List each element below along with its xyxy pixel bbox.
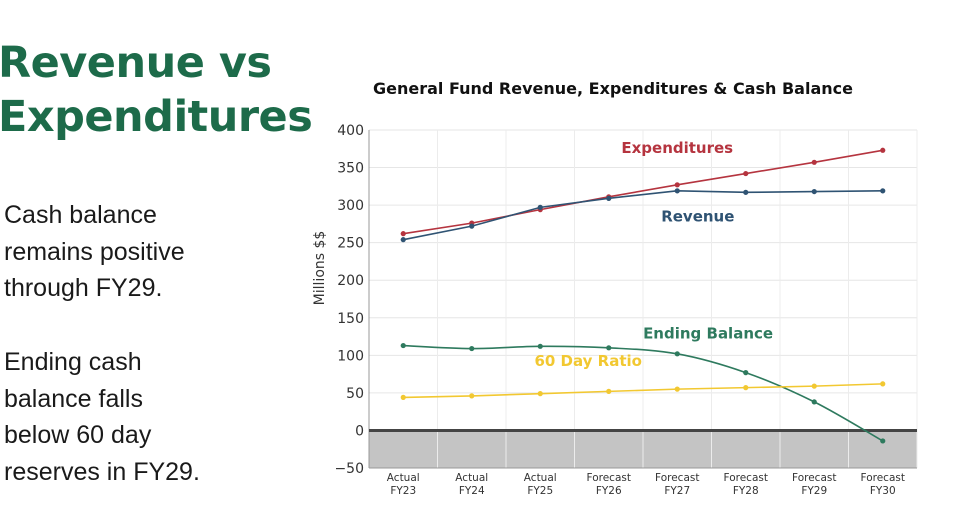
- data-point-ending-balance: [811, 399, 817, 405]
- data-point-ratio: [469, 393, 475, 399]
- y-tick-label: 200: [337, 273, 364, 289]
- x-tick-label: Actual: [455, 472, 488, 484]
- data-point-ending-balance: [743, 370, 749, 376]
- paragraph-line: through FY29.: [4, 274, 163, 302]
- data-point-ratio: [537, 391, 543, 397]
- paragraph-line: balance falls: [4, 384, 143, 413]
- y-tick-label: 100: [337, 348, 364, 364]
- data-point-ratio: [811, 383, 817, 389]
- data-point-revenue: [674, 188, 680, 194]
- data-point-revenue: [743, 189, 749, 195]
- paragraph-line: Ending cash: [4, 348, 142, 376]
- x-tick-label: FY26: [596, 485, 622, 497]
- data-point-ending-balance: [469, 345, 475, 352]
- x-tick-label: Actual: [387, 472, 420, 484]
- reserves-paragraph: Ending cash balance falls below 60 day r…: [4, 344, 200, 490]
- x-tick-label: Forecast: [724, 472, 768, 484]
- slide-title-line-1: Revenue vs: [0, 38, 272, 88]
- paragraph-line: below 60 day: [4, 421, 152, 449]
- data-point-revenue: [606, 195, 612, 201]
- x-tick-label: FY28: [733, 485, 759, 497]
- x-tick-label: FY23: [390, 485, 416, 497]
- data-point-revenue: [537, 204, 543, 210]
- fund-line-chart: General Fund Revenue, Expenditures & Cas…: [312, 79, 918, 497]
- y-tick-label: −50: [334, 461, 364, 477]
- data-point-ratio: [400, 394, 406, 400]
- series-label-ratio: 60 Day Ratio: [534, 352, 642, 370]
- data-point-ending-balance: [674, 351, 680, 357]
- x-tick-label: FY30: [870, 485, 896, 497]
- data-point-expenditures: [743, 170, 749, 177]
- series-line-expenditures: [403, 149, 883, 235]
- cash-balance-paragraph: Cash balance remains positive through FY…: [4, 197, 185, 307]
- y-tick-label: 300: [337, 198, 364, 214]
- x-tick-label: Forecast: [792, 472, 836, 484]
- y-tick-label: 250: [337, 236, 364, 252]
- data-point-ratio: [743, 385, 749, 391]
- data-point-ending-balance: [880, 438, 886, 444]
- x-tick-label: FY29: [801, 485, 827, 497]
- data-point-ending-balance: [537, 343, 543, 349]
- series-label-expenditures: Expenditures: [621, 139, 733, 157]
- data-point-ratio: [880, 381, 886, 387]
- data-point-expenditures: [811, 159, 817, 165]
- series-line-ratio: [403, 383, 883, 399]
- x-tick-label: FY24: [459, 485, 485, 497]
- paragraph-line: reserves in FY29.: [4, 457, 200, 486]
- y-tick-label: 0: [355, 423, 364, 439]
- x-tick-label: Forecast: [587, 472, 631, 484]
- data-point-expenditures: [400, 231, 406, 237]
- chart-title: General Fund Revenue, Expenditures & Cas…: [373, 79, 853, 98]
- slide-title-line-2: Expenditures: [0, 92, 313, 142]
- paragraph-line: Cash balance: [4, 201, 157, 229]
- data-point-expenditures: [674, 182, 680, 188]
- series-label-revenue: Revenue: [661, 207, 734, 225]
- x-tick-label: Forecast: [655, 472, 699, 484]
- y-tick-label: 350: [337, 161, 364, 177]
- y-tick-label: 50: [346, 386, 364, 402]
- data-point-expenditures: [880, 147, 886, 153]
- x-tick-label: Forecast: [861, 472, 905, 484]
- x-tick-label: FY27: [664, 485, 690, 497]
- series-line-revenue: [403, 190, 883, 241]
- y-tick-label: 400: [337, 123, 364, 139]
- data-point-revenue: [811, 188, 817, 195]
- data-point-ending-balance: [606, 345, 612, 351]
- data-point-ratio: [606, 388, 612, 394]
- data-point-ending-balance: [400, 342, 406, 349]
- x-tick-label: Actual: [524, 472, 557, 484]
- slide-title: Revenue vs Expenditures: [0, 36, 313, 144]
- series-label-ending-balance: Ending Balance: [643, 324, 773, 342]
- y-tick-label: 150: [337, 311, 364, 327]
- data-point-revenue: [880, 188, 886, 194]
- data-point-revenue: [400, 237, 406, 243]
- plot-area: −50050100150200250300350400ActualFY23Act…: [334, 123, 918, 497]
- y-axis-label: Millions $$: [312, 231, 328, 306]
- data-point-ratio: [674, 386, 680, 392]
- data-point-revenue: [469, 223, 475, 229]
- paragraph-line: remains positive: [4, 237, 185, 266]
- series-line-ending-balance: [403, 344, 884, 442]
- x-tick-label: FY25: [527, 485, 553, 497]
